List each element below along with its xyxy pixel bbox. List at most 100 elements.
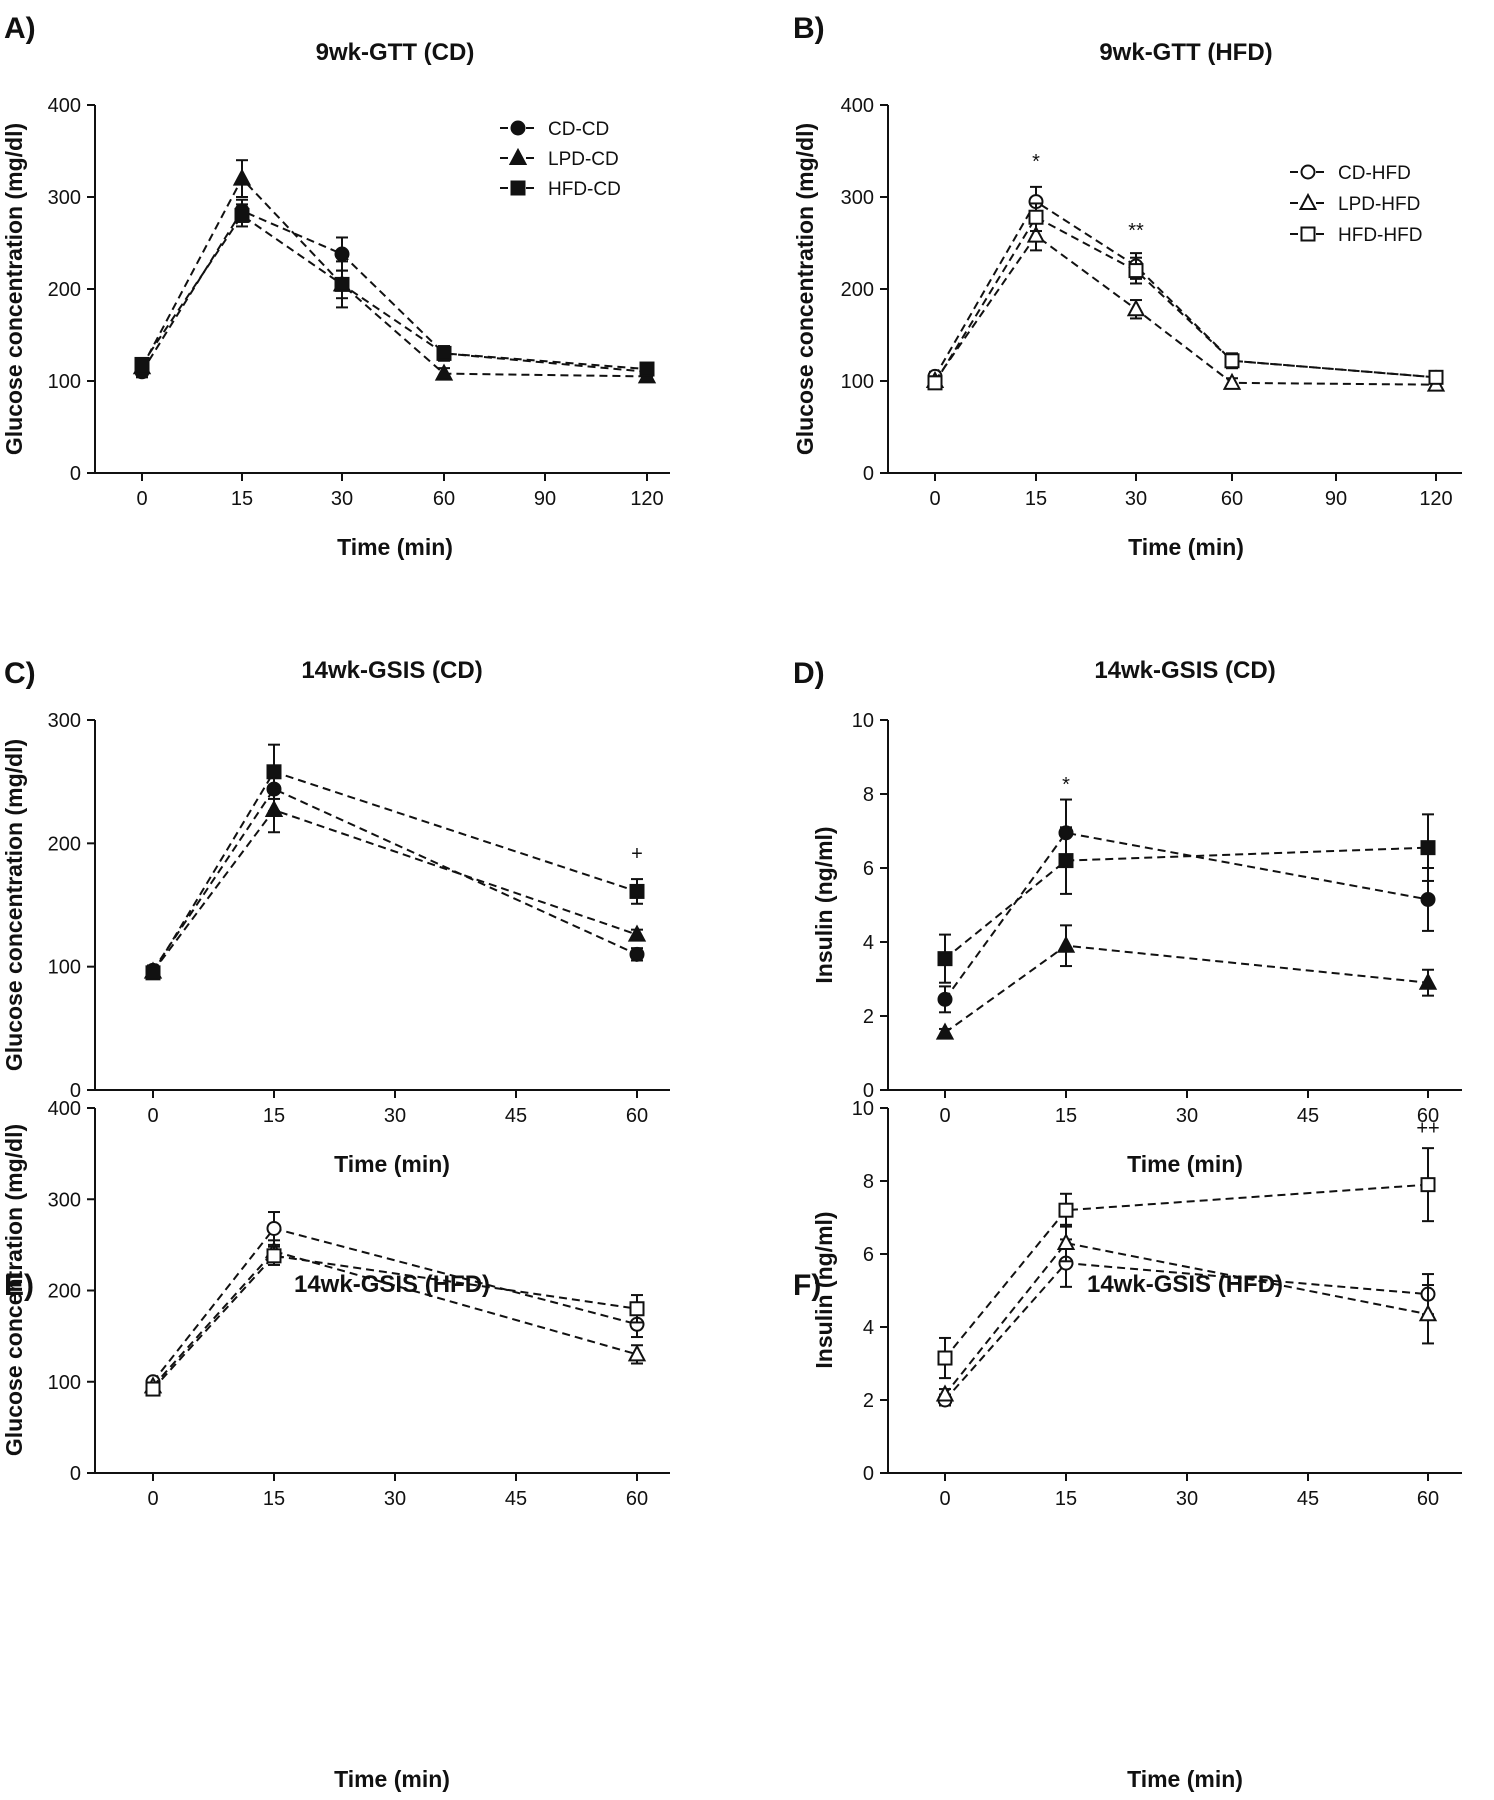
y-axis-label: Glucose concentration (mg/dl) — [1, 123, 27, 455]
legend-label: LPD-CD — [548, 149, 619, 170]
x-axis-label: Time (min) — [334, 1151, 450, 1177]
x-tick-label: 0 — [136, 488, 147, 510]
chart-title: 9wk-GTT (CD) — [316, 39, 475, 66]
series-line — [141, 214, 648, 371]
series-lpd-cd — [143, 786, 647, 979]
y-tick-label: 300 — [48, 710, 81, 732]
data-point-square — [1058, 1202, 1074, 1218]
series-hfd-hfd — [145, 1245, 645, 1397]
data-point-square — [937, 1350, 953, 1366]
data-point-circle — [937, 991, 953, 1007]
series-line — [152, 1250, 638, 1387]
y-tick-label: 0 — [863, 1463, 874, 1485]
y-tick-label: 400 — [841, 95, 874, 117]
y-tick-label: 200 — [48, 1281, 81, 1303]
data-point-triangle — [627, 1344, 647, 1362]
y-tick-label: 100 — [48, 371, 81, 393]
panel-label: A) — [4, 12, 36, 45]
x-tick-label: 60 — [433, 488, 455, 510]
y-tick-label: 0 — [70, 1463, 81, 1485]
data-point-square — [266, 1248, 282, 1264]
data-point-triangle — [232, 168, 252, 186]
x-axis-label: Time (min) — [334, 1766, 450, 1792]
series-line — [141, 209, 648, 373]
x-tick-label: 0 — [939, 1488, 950, 1510]
x-tick-label: 15 — [263, 1105, 285, 1127]
panel-label: F) — [793, 1269, 821, 1302]
x-tick-label: 15 — [1055, 1105, 1077, 1127]
x-tick-label: 45 — [1297, 1488, 1319, 1510]
y-tick-label: 100 — [48, 957, 81, 979]
data-point-square — [1058, 853, 1074, 869]
data-point-triangle — [1222, 372, 1242, 390]
x-tick-label: 30 — [384, 1488, 406, 1510]
y-tick-label: 2 — [863, 1390, 874, 1412]
series-cd-hfd — [937, 1238, 1436, 1408]
x-tick-label: 15 — [263, 1488, 285, 1510]
x-tick-label: 120 — [630, 488, 663, 510]
y-tick-label: 10 — [852, 710, 874, 732]
series-lpd-hfd — [143, 1239, 647, 1394]
x-tick-label: 45 — [505, 1488, 527, 1510]
series-hfd-cd — [937, 813, 1436, 984]
x-tick-label: 30 — [1176, 1488, 1198, 1510]
series-line — [152, 1254, 638, 1390]
y-tick-label: 4 — [863, 932, 874, 954]
data-point-square — [927, 375, 943, 391]
x-tick-label: 60 — [1417, 1488, 1439, 1510]
data-point-circle — [266, 1220, 282, 1236]
series-hfd-hfd — [927, 202, 1444, 391]
x-tick-label: 60 — [1221, 488, 1243, 510]
panel-label: C) — [4, 657, 36, 690]
legend-marker-triangle — [508, 147, 528, 165]
x-tick-label: 60 — [626, 1105, 648, 1127]
data-point-triangle — [935, 1384, 955, 1402]
x-tick-label: 60 — [1417, 1105, 1439, 1127]
panel-e: E) 14wk-GSIS (HFD)Time (min)Glucose conce… — [1, 1098, 670, 1792]
data-point-square — [937, 951, 953, 967]
series-line — [944, 831, 1429, 1000]
y-tick-label: 8 — [863, 1171, 874, 1193]
x-tick-label: 30 — [384, 1105, 406, 1127]
data-point-circle — [334, 246, 350, 262]
data-point-triangle — [264, 799, 284, 818]
data-point-triangle — [1026, 225, 1046, 243]
data-point-triangle — [1418, 1304, 1438, 1322]
y-tick-label: 300 — [48, 1189, 81, 1211]
series-hfd-cd — [134, 203, 655, 377]
data-point-square — [436, 345, 452, 361]
y-tick-label: 10 — [852, 1098, 874, 1120]
x-tick-label: 60 — [626, 1488, 648, 1510]
series-line — [152, 808, 638, 973]
panel-f: F) 14wk-GSIS (HFD) Time (min) Insulin (ng/m… — [793, 1098, 1462, 1792]
legend-label: CD-CD — [548, 119, 609, 140]
y-axis-label: Glucose concentration (mg/dl) — [1, 1124, 27, 1456]
panel-b: B) 9wk-GTT (HFD) Time (min) Glucose concent… — [792, 12, 1462, 560]
series-cd-cd — [134, 198, 655, 380]
y-tick-label: 0 — [70, 463, 81, 485]
chart-title: 14wk-GSIS (HFD) — [1087, 1271, 1283, 1298]
x-axis-label: Time (min) — [1128, 534, 1244, 560]
data-point-square — [1420, 1177, 1436, 1193]
y-tick-label: 6 — [863, 1244, 874, 1266]
data-point-square — [145, 965, 161, 981]
series-line — [944, 1183, 1429, 1359]
legend-label: HFD-CD — [548, 179, 621, 200]
data-point-triangle — [935, 1022, 955, 1040]
x-tick-label: 30 — [1125, 488, 1147, 510]
data-point-triangle — [1056, 935, 1076, 953]
x-tick-label: 15 — [1025, 488, 1047, 510]
x-tick-label: 30 — [1176, 1105, 1198, 1127]
y-tick-label: 2 — [863, 1006, 874, 1028]
series-line — [944, 944, 1429, 1034]
y-tick-label: 200 — [48, 833, 81, 855]
y-axis-label: Glucose concentration (mg/dl) — [1, 739, 27, 1071]
panel-label: B) — [793, 12, 825, 45]
y-tick-label: 0 — [863, 1080, 874, 1102]
panel-c: C) 14wk-GSIS (CD) Time (min) Glucose concen… — [1, 657, 670, 1177]
legend-marker-circle — [1300, 164, 1316, 180]
data-point-square — [145, 1381, 161, 1397]
legend-label: HFD-HFD — [1338, 225, 1422, 246]
data-point-square — [1028, 209, 1044, 225]
x-tick-label: 90 — [1325, 488, 1347, 510]
